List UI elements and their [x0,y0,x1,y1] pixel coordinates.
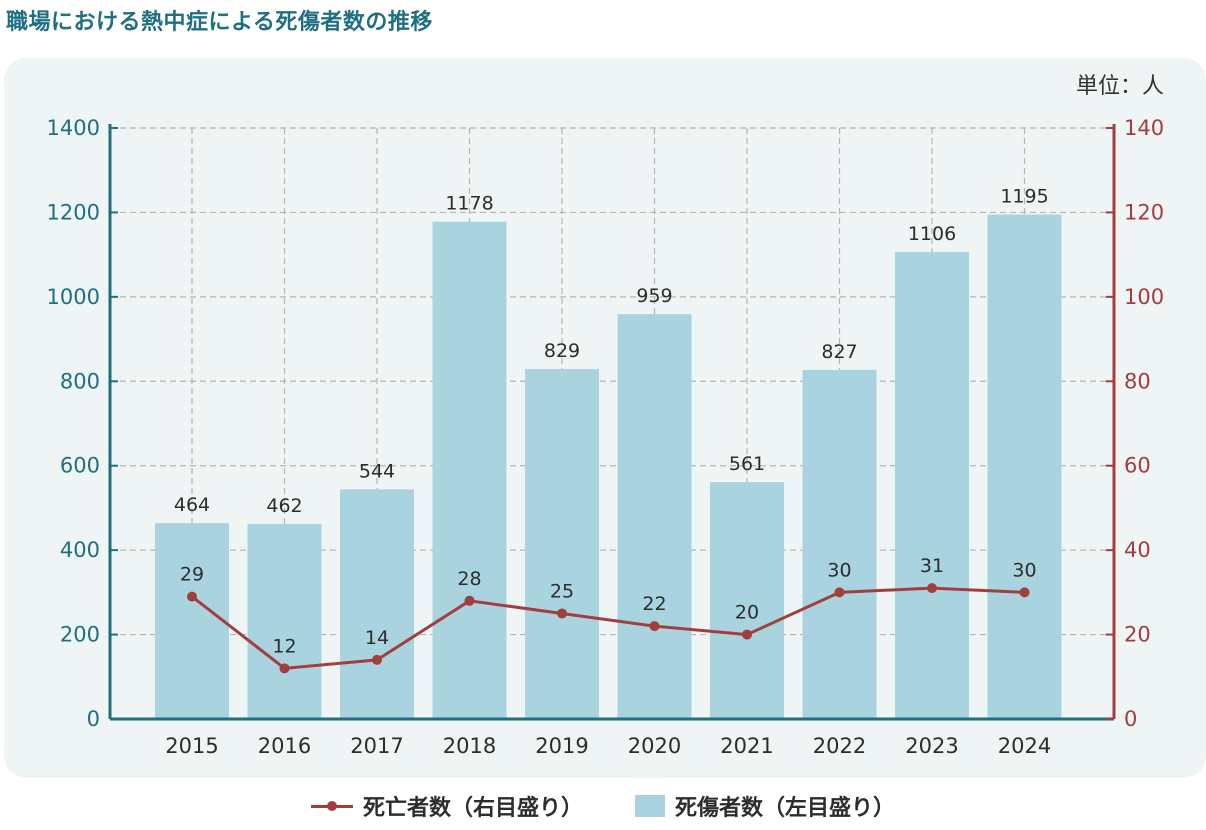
x-tick-label: 2021 [720,734,773,758]
right-tick-label: 80 [1124,369,1151,393]
line-point [742,629,752,640]
bar-value-label: 829 [544,340,580,362]
bar-value-label: 561 [729,453,765,475]
x-tick-label: 2020 [628,734,681,758]
line-value-label: 20 [735,602,759,624]
x-tick-label: 2023 [905,734,958,758]
right-tick-label: 40 [1124,538,1151,562]
line-value-label: 22 [642,593,666,615]
right-tick-label: 120 [1124,200,1164,224]
x-tick-label: 2018 [443,734,496,758]
right-axis-ticks: 0 20 40 60 80 100 120 140 [1106,116,1164,731]
line-value-label: 28 [457,568,481,590]
bar [247,523,322,719]
bar-value-label: 462 [266,495,302,517]
chart-title: 職場における熱中症による死傷者数の推移 [6,10,433,35]
line-point [927,583,937,594]
line-value-label: 25 [550,580,574,602]
bar-value-label: 1106 [908,223,956,245]
x-tick-label: 2017 [350,734,403,758]
bar [155,523,229,719]
x-tick-label: 2024 [998,734,1051,758]
x-tick-label: 2022 [813,734,866,758]
bar [525,369,599,719]
bar-swatch-icon [635,795,665,817]
axes [108,124,1116,721]
x-axis-ticks: 2015 2016 2017 2018 2019 2020 2021 2022 2023 2024 [165,734,1051,758]
left-axis-ticks: 0 200 400 600 800 1000 1200 1400 [47,116,118,731]
line-value-label: 12 [272,635,296,657]
left-tick-label: 800 [60,369,100,393]
bar-value-label: 464 [174,494,210,516]
right-tick-label: 140 [1124,116,1164,140]
bar [432,221,507,720]
left-tick-label: 400 [60,538,100,562]
bar-value-label: 544 [359,460,395,482]
bar [710,482,784,719]
line-value-label: 30 [827,559,851,581]
line-point [557,608,567,619]
line-point [1019,587,1030,598]
line-point [834,587,845,598]
line-point [464,595,475,606]
left-tick-label: 1400 [47,116,100,140]
bar-value-label: 827 [821,341,857,363]
line-series [187,583,1030,674]
line-point [649,621,660,632]
bar-value-labels: 464 462 544 1178 829 959 561 827 1106 1195 [174,186,1049,517]
legend-item-bar: 死傷者数（左目盛り） [635,790,895,822]
bar [802,369,877,719]
line-value-label: 29 [180,564,204,586]
left-tick-label: 0 [87,707,100,731]
right-tick-label: 100 [1124,285,1164,309]
bar-value-label: 1178 [445,193,493,215]
left-tick-label: 1200 [47,200,100,224]
line-value-label: 31 [920,555,944,577]
right-tick-label: 20 [1124,623,1151,647]
bar [340,489,414,719]
legend: 死亡者数（右目盛り） 死傷者数（左目盛り） [0,786,1206,826]
unit-label: 単位：人 [1076,74,1164,99]
bar-value-label: 959 [636,285,672,307]
line-value-labels: 29 12 14 28 25 22 20 30 31 30 [180,555,1037,657]
line-value-label: 14 [365,627,389,649]
right-tick-label: 0 [1124,707,1137,731]
line-value-label: 30 [1012,559,1036,581]
line-point [372,654,382,665]
bar [895,252,969,720]
right-tick-label: 60 [1124,454,1151,478]
bar [617,314,692,719]
legend-bar-label: 死傷者数（左目盛り） [675,796,896,821]
bar [987,214,1062,719]
line-path [191,586,1025,670]
legend-line-label: 死亡者数（右目盛り） [362,796,583,821]
x-tick-label: 2015 [165,734,218,758]
x-tick-label: 2019 [535,734,588,758]
line-marker-icon [310,798,353,814]
legend-item-line: 死亡者数（右目盛り） [310,790,583,822]
line-point [279,663,290,674]
left-tick-label: 200 [60,623,100,647]
left-tick-label: 1000 [47,285,100,309]
x-tick-label: 2016 [258,734,311,758]
bar-series [155,214,1062,720]
left-tick-label: 600 [60,454,100,478]
bar-value-label: 1195 [1000,186,1048,208]
line-point [187,591,197,602]
